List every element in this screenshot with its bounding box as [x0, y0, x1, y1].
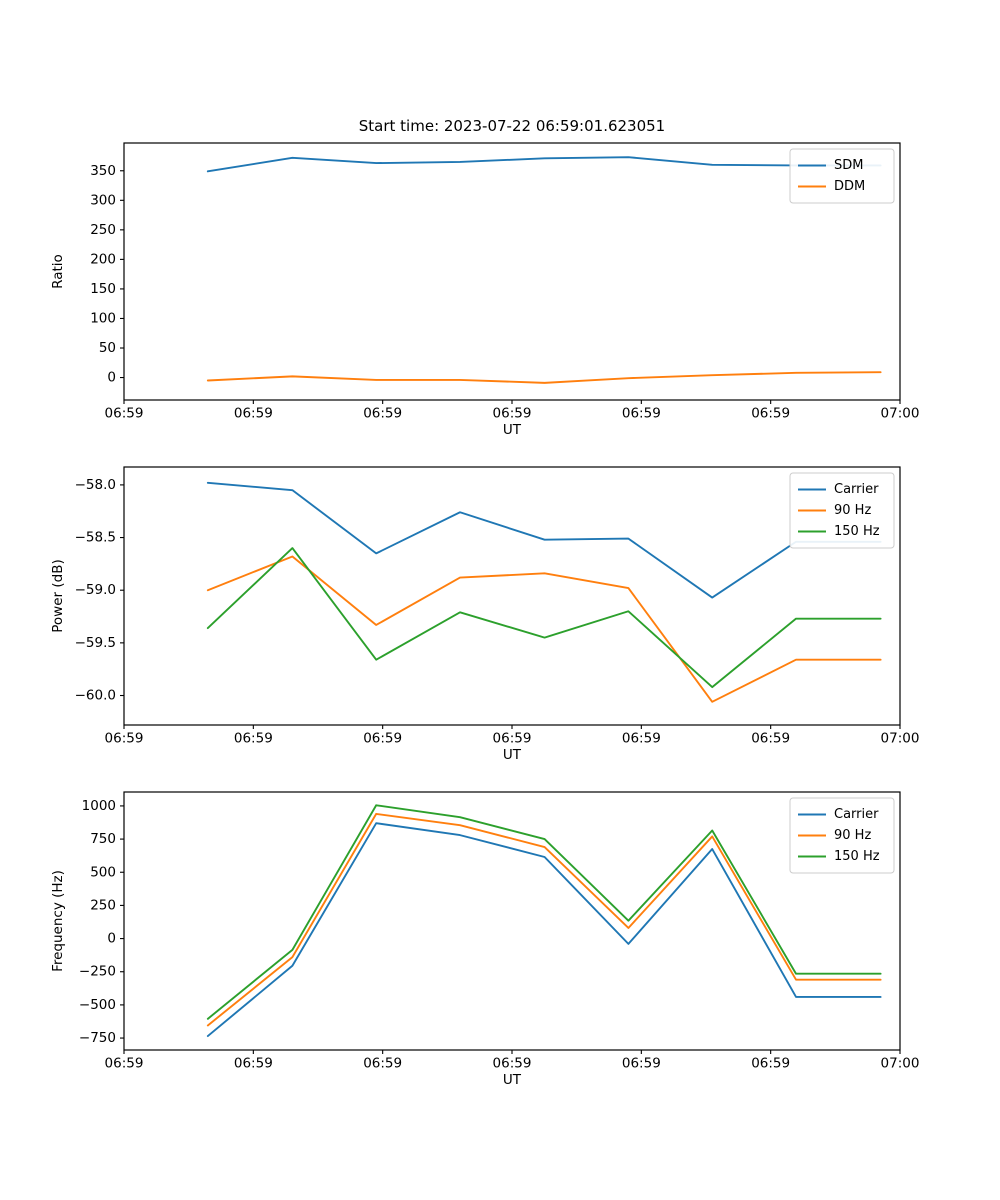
x-tick-label: 06:59 — [751, 731, 790, 747]
x-tick-label: 06:59 — [363, 406, 402, 422]
series-line-90-hz — [206, 555, 882, 703]
axes-frame — [123, 142, 901, 401]
y-tick-label: 150 — [90, 281, 116, 297]
legend-label-90-hz: 90 Hz — [834, 828, 871, 843]
y-tick-label: −60.0 — [75, 688, 116, 704]
x-tick-label: 06:59 — [751, 1056, 790, 1072]
y-tick-label: 1000 — [82, 798, 116, 814]
x-tick-label: 06:59 — [363, 731, 402, 747]
legend-label-sdm: SDM — [834, 158, 863, 173]
y-tick-label: −250 — [79, 964, 116, 980]
y-tick-label: −500 — [79, 997, 116, 1013]
legend-label-90-hz: 90 Hz — [834, 503, 871, 518]
x-tick-label: 06:59 — [234, 406, 273, 422]
series-line-150-hz — [206, 804, 882, 1020]
y-tick-label: 350 — [90, 163, 116, 179]
subplot-frequency: 06:59 06:59 06:59 06:59 06:59 06:59 07:00 −750 −… — [0, 765, 1000, 1095]
x-tick-label: 06:59 — [751, 406, 790, 422]
x-tick-label: 06:59 — [493, 731, 532, 747]
x-axis-label: UT — [503, 747, 522, 763]
plot-area-ratio: Start time: 2023-07-22 06:59:01.623051 06… — [50, 117, 920, 438]
x-tick-label: 07:00 — [881, 1056, 920, 1072]
y-tick-label: 0 — [107, 931, 116, 947]
y-tick-label: 500 — [90, 864, 116, 880]
y-tick-label: −58.0 — [75, 477, 116, 493]
x-tick-label: 06:59 — [622, 731, 661, 747]
x-tick-label: 06:59 — [105, 406, 144, 422]
plot-area-frequency: 06:59 06:59 06:59 06:59 06:59 06:59 07:00 −750 −… — [50, 791, 920, 1088]
legend-label-150-hz: 150 Hz — [834, 849, 880, 864]
x-tick-label: 06:59 — [493, 1056, 532, 1072]
legend-label-carrier: Carrier — [834, 482, 879, 497]
x-tick-label: 06:59 — [105, 731, 144, 747]
legend-label-ddm: DDM — [834, 179, 865, 194]
series-line-ddm — [206, 371, 882, 384]
series-line-90-hz — [206, 812, 882, 1027]
x-tick-label: 06:59 — [622, 1056, 661, 1072]
y-tick-label: 200 — [90, 251, 116, 267]
plot-area-power: 06:59 06:59 06:59 06:59 06:59 06:59 07:00 −58.0… — [50, 466, 920, 763]
x-axis-label: UT — [503, 1072, 522, 1088]
x-tick-label: 07:00 — [881, 406, 920, 422]
y-tick-label: 250 — [90, 222, 116, 238]
x-tick-label: 06:59 — [363, 1056, 402, 1072]
legend — [789, 797, 895, 874]
y-tick-label: 100 — [90, 310, 116, 326]
y-axis-label: Ratio — [50, 254, 66, 289]
y-tick-label: 300 — [90, 192, 116, 208]
legend — [789, 472, 895, 549]
x-tick-label: 06:59 — [622, 406, 661, 422]
subplot-ratio: Start time: 2023-07-22 06:59:01.623051 06… — [0, 110, 1000, 455]
y-tick-label: 50 — [99, 340, 116, 356]
y-tick-label: −58.5 — [75, 530, 116, 546]
figure-title: Start time: 2023-07-22 06:59:01.623051 — [359, 117, 665, 135]
y-axis-label: Power (dB) — [50, 559, 66, 632]
x-axis-label: UT — [503, 422, 522, 438]
x-tick-label: 06:59 — [234, 1056, 273, 1072]
y-tick-label: −59.0 — [75, 582, 116, 598]
y-tick-label: −59.5 — [75, 635, 116, 651]
subplot-power: 06:59 06:59 06:59 06:59 06:59 06:59 07:00 −58.0… — [0, 440, 1000, 770]
y-tick-label: 0 — [107, 370, 116, 386]
series-line-150-hz — [206, 547, 882, 689]
y-tick-label: −750 — [79, 1030, 116, 1046]
legend — [789, 148, 895, 204]
x-tick-label: 06:59 — [493, 406, 532, 422]
series-line-carrier — [206, 481, 882, 599]
x-tick-label: 06:59 — [234, 731, 273, 747]
series-line-carrier — [206, 822, 882, 1038]
legend-label-carrier: Carrier — [834, 807, 879, 822]
series-line-sdm — [206, 156, 882, 173]
y-tick-label: 250 — [90, 897, 116, 913]
y-tick-label: 750 — [90, 831, 116, 847]
x-tick-label: 06:59 — [105, 1056, 144, 1072]
x-tick-label: 07:00 — [881, 731, 920, 747]
legend-label-150-hz: 150 Hz — [834, 524, 880, 539]
y-axis-label: Frequency (Hz) — [50, 870, 66, 972]
